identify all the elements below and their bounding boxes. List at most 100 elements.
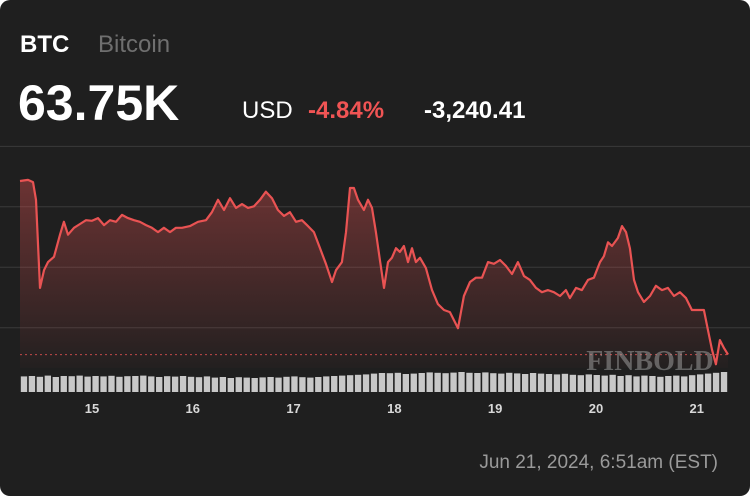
volume-bar [219, 377, 227, 392]
volume-bar [187, 376, 195, 392]
volume-bar [124, 376, 131, 392]
volume-bar [370, 373, 378, 392]
volume-bar [44, 375, 52, 392]
symbol: BTC [20, 31, 69, 58]
volume-bar [704, 373, 712, 392]
volume-bar [506, 372, 513, 392]
volume-bar [665, 376, 672, 392]
volume-bar [108, 375, 115, 392]
price-area [20, 179, 728, 368]
volume-bar [346, 375, 354, 392]
volume-bar [689, 375, 696, 392]
volume-bar [20, 376, 28, 392]
volume-bar [673, 375, 680, 392]
volume-bar [68, 376, 75, 392]
volume-bar [331, 376, 338, 392]
change-amount: -3,240.41 [424, 97, 525, 124]
x-tick-label: 21 [690, 401, 704, 416]
volume-bar [577, 375, 585, 392]
volume-bar [514, 373, 521, 392]
volume-bar [84, 376, 91, 392]
price-line [19, 178, 729, 366]
volume-bar [163, 376, 171, 392]
volume-bar [116, 376, 123, 392]
volume-bar [28, 376, 36, 392]
x-tick-label: 15 [85, 401, 99, 416]
volume-bar [696, 374, 704, 392]
volume-bar [354, 374, 362, 392]
price: 63.75K [18, 75, 179, 131]
volume-bar [235, 377, 242, 392]
volume-bar [545, 374, 553, 392]
volume-bar [315, 377, 322, 392]
volume-bar [482, 372, 489, 392]
volume-bar [299, 377, 306, 392]
volume-bar [625, 375, 632, 392]
volume-bar [593, 375, 600, 392]
volume-bar [275, 377, 282, 392]
volume-bar [609, 374, 616, 392]
volume-bar [156, 377, 163, 392]
volume-bar [601, 375, 608, 392]
volume-bar [585, 374, 592, 392]
volume-bar [179, 376, 187, 392]
volume-bar [100, 376, 107, 392]
volume-bar [132, 376, 139, 392]
volume-bar [267, 377, 274, 392]
x-tick-label: 16 [186, 401, 200, 416]
volume-bar [402, 374, 409, 392]
volume-bar [386, 373, 394, 392]
volume-bar [307, 377, 314, 392]
change-percent: -4.84% [308, 97, 384, 124]
volume-bar [521, 374, 529, 392]
volume-bar [227, 378, 234, 392]
volume-bar [498, 373, 505, 392]
volume-bar [60, 376, 67, 392]
volume-bar [720, 372, 728, 392]
volume-bar [211, 377, 219, 392]
volume-bar [418, 373, 425, 392]
volume-bar [474, 373, 481, 392]
volume-bar [529, 373, 537, 392]
volume-bar [52, 377, 59, 392]
volume-bar [378, 373, 386, 392]
volume-bar [259, 377, 266, 392]
volume-bar [171, 376, 179, 392]
timestamp: Jun 21, 2024, 6:51am (EST) [479, 452, 718, 473]
volume-bar [76, 375, 83, 392]
volume-bar [466, 372, 473, 392]
volume-bar [712, 372, 720, 392]
volume-bar [633, 376, 640, 392]
x-tick-label: 19 [488, 401, 502, 416]
volume-bar [283, 376, 290, 392]
asset-name: Bitcoin [98, 31, 170, 58]
volume-bar [641, 375, 648, 392]
volume-bar [569, 374, 577, 392]
volume-bar [140, 375, 147, 392]
volume-bar [410, 373, 417, 392]
volume-bar [426, 372, 433, 392]
volume-bar [649, 376, 656, 392]
volume-bar [434, 372, 441, 392]
volume-bar [148, 376, 155, 392]
volume-bar [291, 376, 298, 392]
volume-bar [537, 373, 545, 392]
volume-bar [362, 374, 370, 392]
volume-bar [553, 374, 561, 392]
volume-bar [458, 372, 465, 392]
volume-bar [203, 376, 211, 392]
volume-bar [251, 378, 258, 392]
volume-bar [657, 376, 664, 392]
x-tick-label: 17 [286, 401, 300, 416]
volume-bar [195, 377, 203, 392]
volume-bar [243, 377, 250, 392]
volume-bar [490, 373, 497, 392]
x-tick-label: 20 [589, 401, 603, 416]
volume-bar [450, 372, 457, 392]
volume-bar [323, 376, 330, 392]
volume-bar [92, 376, 99, 392]
currency: USD [242, 97, 293, 124]
x-tick-label: 18 [387, 401, 401, 416]
watermark: FINBOLD [586, 346, 714, 377]
